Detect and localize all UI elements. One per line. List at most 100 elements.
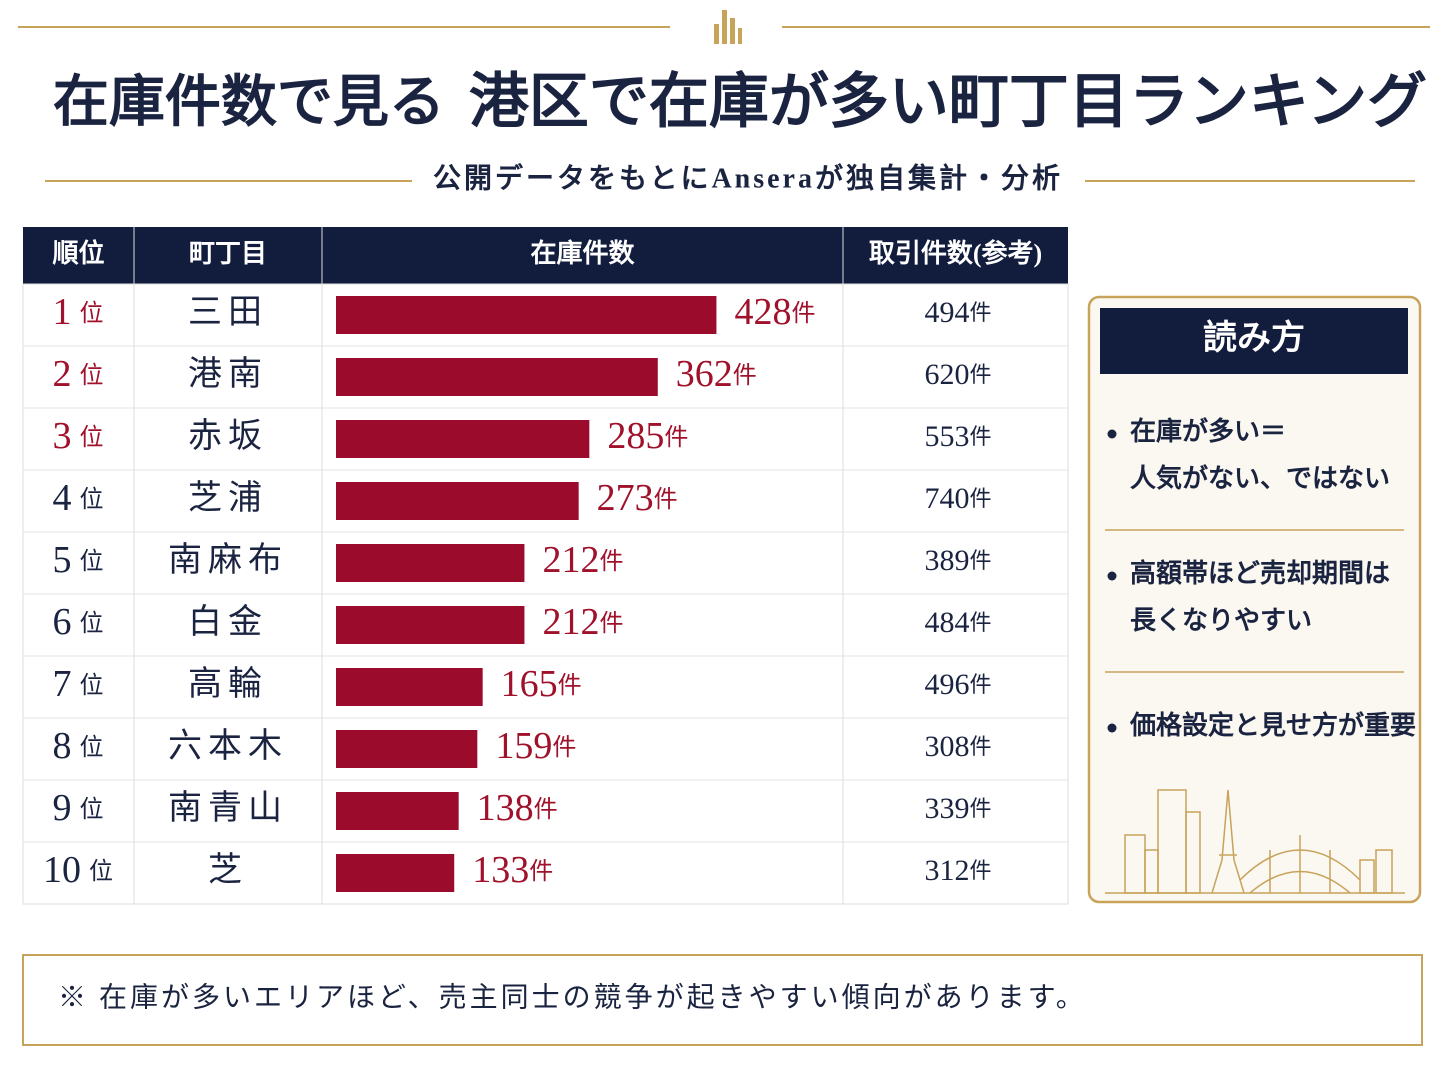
reference-unit: 件 — [969, 362, 991, 387]
note-line: 長くなりやすい — [1130, 606, 1312, 635]
value-unit: 件 — [654, 486, 678, 513]
value-number: 212 — [542, 539, 599, 581]
rank-number: 7 — [53, 663, 72, 705]
value-label: 428件 — [734, 291, 815, 333]
reference-number: 496 — [924, 668, 969, 701]
logo-icon — [714, 10, 742, 44]
value-unit: 件 — [733, 362, 757, 389]
value-number: 285 — [607, 415, 664, 457]
value-label: 165件 — [501, 663, 582, 705]
bar — [336, 606, 525, 644]
area-name: 芝 — [208, 851, 248, 889]
side-panel — [1087, 295, 1422, 904]
value-number: 273 — [597, 477, 654, 519]
bar — [336, 730, 478, 768]
side-panel-header — [1100, 308, 1408, 374]
reference-unit: 件 — [969, 424, 991, 449]
rank-unit: 位 — [80, 734, 104, 761]
rank-unit: 位 — [80, 424, 104, 451]
note-line: 価格設定と見せ方が重要 — [1129, 710, 1416, 740]
rank-unit: 位 — [89, 858, 113, 885]
value-number: 212 — [542, 601, 599, 643]
reference-unit: 件 — [969, 672, 991, 697]
table-header — [23, 227, 1068, 284]
rank-number: 10 — [43, 849, 81, 891]
reference-unit: 件 — [969, 486, 991, 511]
value-number: 133 — [472, 849, 529, 891]
value-number: 428 — [734, 291, 791, 333]
value-unit: 件 — [552, 734, 576, 761]
value-number: 362 — [676, 353, 733, 395]
value-label: 159件 — [495, 725, 576, 767]
reference-count: 553件 — [924, 420, 991, 453]
footer-box — [22, 954, 1423, 1046]
value-label: 285件 — [607, 415, 688, 457]
title: 在庫件数で見る 港区で在庫が多い町丁目ランキング — [53, 69, 1427, 135]
column-header: 在庫件数 — [530, 239, 635, 268]
area-name: 白金 — [188, 603, 268, 641]
rank-unit: 位 — [80, 486, 104, 513]
reference-count: 308件 — [924, 730, 991, 763]
bar — [336, 420, 590, 458]
area-name: 三田 — [188, 294, 268, 331]
rank-unit: 位 — [80, 672, 104, 699]
bar — [336, 296, 717, 334]
bar — [336, 792, 459, 830]
value-label: 212件 — [542, 601, 623, 643]
bar — [336, 544, 525, 582]
value-label: 138件 — [477, 787, 558, 829]
note-line: 人気がない、ではない — [1130, 463, 1390, 493]
reference-unit: 件 — [969, 734, 991, 759]
value-label: 362件 — [676, 353, 757, 395]
column-header: 順位 — [52, 238, 104, 268]
area-name: 港南 — [188, 355, 268, 393]
reference-unit: 件 — [969, 610, 991, 635]
value-unit: 件 — [599, 548, 623, 575]
value-unit: 件 — [791, 300, 815, 327]
reference-unit: 件 — [969, 548, 991, 573]
value-label: 273件 — [597, 477, 678, 519]
value-unit: 件 — [558, 672, 582, 699]
skyline-illustration — [1105, 789, 1405, 894]
reference-number: 494 — [924, 296, 969, 329]
reference-count: 339件 — [924, 792, 991, 825]
area-name: 南青山 — [168, 789, 288, 827]
bar — [336, 358, 658, 396]
rank-unit: 位 — [80, 300, 104, 327]
reference-count: 494件 — [924, 296, 991, 329]
rank-number: 8 — [53, 725, 72, 767]
note-line: 高額帯ほど売却期間は — [1130, 558, 1390, 588]
area-name: 芝浦 — [188, 479, 268, 517]
bar — [336, 668, 483, 706]
value-unit: 件 — [534, 796, 558, 823]
reference-count: 389件 — [924, 544, 991, 577]
column-header: 町丁目 — [189, 239, 267, 268]
rank-number: 9 — [53, 787, 72, 829]
rank-number: 5 — [53, 539, 72, 581]
reference-count: 484件 — [924, 606, 991, 639]
rank-unit: 位 — [80, 362, 104, 389]
reference-number: 339 — [924, 792, 969, 825]
reference-unit: 件 — [969, 300, 991, 325]
note-line: 在庫が多い＝ — [1130, 416, 1286, 446]
side-panel-title: 読み方 — [1203, 318, 1305, 357]
reference-number: 308 — [924, 730, 969, 763]
area-name: 六本木 — [168, 727, 288, 765]
rank-number: 2 — [53, 353, 72, 395]
value-label: 133件 — [472, 849, 553, 891]
rank-number: 4 — [53, 477, 72, 519]
bullet — [1107, 723, 1117, 733]
value-number: 138 — [477, 787, 534, 829]
bullet — [1107, 429, 1117, 439]
reference-number: 620 — [924, 358, 969, 391]
reference-count: 496件 — [924, 668, 991, 701]
rank-unit: 位 — [80, 796, 104, 823]
